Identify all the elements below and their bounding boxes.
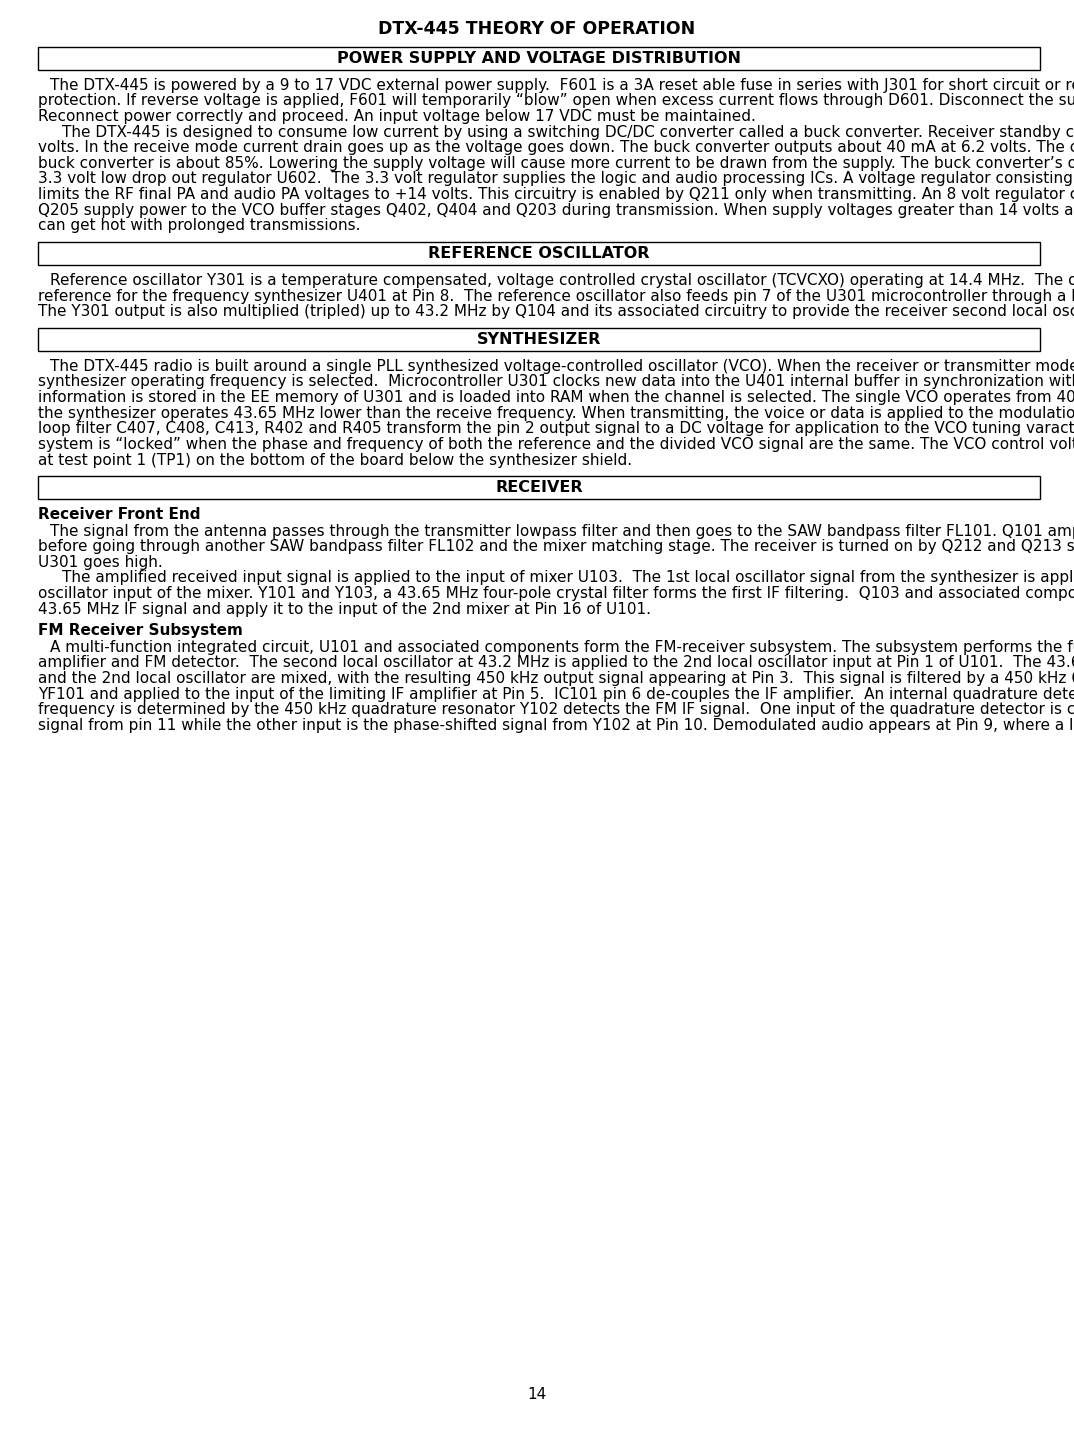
Text: Receiver Front End: Receiver Front End bbox=[38, 508, 201, 522]
Text: Reconnect power correctly and proceed. An input voltage below 17 VDC must be mai: Reconnect power correctly and proceed. A… bbox=[38, 109, 756, 124]
Text: U301 goes high.: U301 goes high. bbox=[38, 555, 163, 569]
Text: 43.65 MHz IF signal and apply it to the input of the 2nd mixer at Pin 16 of U101: 43.65 MHz IF signal and apply it to the … bbox=[38, 602, 651, 616]
Text: at test point 1 (TP1) on the bottom of the board below the synthesizer shield.: at test point 1 (TP1) on the bottom of t… bbox=[38, 452, 633, 468]
Text: amplifier and FM detector.  The second local oscillator at 43.2 MHz is applied t: amplifier and FM detector. The second lo… bbox=[38, 655, 1074, 671]
Text: YF101 and applied to the input of the limiting IF amplifier at Pin 5.  IC101 pin: YF101 and applied to the input of the li… bbox=[38, 686, 1074, 702]
Text: A multi-function integrated circuit, U101 and associated components form the FM-: A multi-function integrated circuit, U10… bbox=[50, 639, 1074, 655]
Bar bbox=[38, 47, 1040, 70]
Text: the synthesizer operates 43.65 MHz lower than the receive frequency. When transm: the synthesizer operates 43.65 MHz lower… bbox=[38, 406, 1074, 420]
Text: FM Receiver Subsystem: FM Receiver Subsystem bbox=[38, 623, 243, 638]
Text: RECEIVER: RECEIVER bbox=[495, 480, 583, 495]
Text: information is stored in the EE memory of U301 and is loaded into RAM when the c: information is stored in the EE memory o… bbox=[38, 390, 1074, 405]
Text: and the 2nd local oscillator are mixed, with the resulting 450 kHz output signal: and the 2nd local oscillator are mixed, … bbox=[38, 671, 1074, 686]
Text: The DTX-445 is designed to consume low current by using a switching DC/DC conver: The DTX-445 is designed to consume low c… bbox=[62, 124, 1074, 140]
Bar bbox=[38, 242, 1040, 265]
Text: synthesizer operating frequency is selected.  Microcontroller U301 clocks new da: synthesizer operating frequency is selec… bbox=[38, 375, 1074, 389]
Text: oscillator input of the mixer. Y101 and Y103, a 43.65 MHz four-pole crystal filt: oscillator input of the mixer. Y101 and … bbox=[38, 586, 1074, 601]
Text: can get hot with prolonged transmissions.: can get hot with prolonged transmissions… bbox=[38, 219, 361, 233]
Text: SYNTHESIZER: SYNTHESIZER bbox=[477, 332, 601, 347]
Text: buck converter is about 85%. Lowering the supply voltage will cause more current: buck converter is about 85%. Lowering th… bbox=[38, 156, 1074, 170]
Text: before going through another SAW bandpass filter FL102 and the mixer matching st: before going through another SAW bandpas… bbox=[38, 539, 1074, 555]
Text: system is “locked” when the phase and frequency of both the reference and the di: system is “locked” when the phase and fr… bbox=[38, 438, 1074, 452]
Text: volts. In the receive mode current drain goes up as the voltage goes down. The b: volts. In the receive mode current drain… bbox=[38, 140, 1074, 156]
Text: REFERENCE OSCILLATOR: REFERENCE OSCILLATOR bbox=[429, 246, 650, 260]
Text: The DTX-445 radio is built around a single PLL synthesized voltage-controlled os: The DTX-445 radio is built around a sing… bbox=[50, 359, 1074, 373]
Text: reference for the frequency synthesizer U401 at Pin 8.  The reference oscillator: reference for the frequency synthesizer … bbox=[38, 289, 1074, 303]
Text: 3.3 volt low drop out regulator U602.  The 3.3 volt regulator supplies the logic: 3.3 volt low drop out regulator U602. Th… bbox=[38, 172, 1074, 186]
Text: The Y301 output is also multiplied (tripled) up to 43.2 MHz by Q104 and its asso: The Y301 output is also multiplied (trip… bbox=[38, 305, 1074, 319]
Text: DTX-445 THEORY OF OPERATION: DTX-445 THEORY OF OPERATION bbox=[378, 20, 696, 39]
Text: protection. If reverse voltage is applied, F601 will temporarily “blow” open whe: protection. If reverse voltage is applie… bbox=[38, 93, 1074, 109]
Text: The DTX-445 is powered by a 9 to 17 VDC external power supply.  F601 is a 3A res: The DTX-445 is powered by a 9 to 17 VDC … bbox=[50, 77, 1074, 93]
Text: Reference oscillator Y301 is a temperature compensated, voltage controlled cryst: Reference oscillator Y301 is a temperatu… bbox=[50, 273, 1074, 287]
Text: frequency is determined by the 450 kHz quadrature resonator Y102 detects the FM : frequency is determined by the 450 kHz q… bbox=[38, 702, 1074, 718]
Text: limits the RF final PA and audio PA voltages to +14 volts. This circuitry is ena: limits the RF final PA and audio PA volt… bbox=[38, 187, 1074, 202]
Text: signal from pin 11 while the other input is the phase-shifted signal from Y102 a: signal from pin 11 while the other input… bbox=[38, 718, 1074, 732]
Text: The signal from the antenna passes through the transmitter lowpass filter and th: The signal from the antenna passes throu… bbox=[50, 523, 1074, 539]
Text: The amplified received input signal is applied to the input of mixer U103.  The : The amplified received input signal is a… bbox=[62, 571, 1074, 585]
Bar bbox=[38, 476, 1040, 499]
Text: 14: 14 bbox=[527, 1387, 547, 1401]
Text: Q205 supply power to the VCO buffer stages Q402, Q404 and Q203 during transmissi: Q205 supply power to the VCO buffer stag… bbox=[38, 203, 1074, 217]
Text: POWER SUPPLY AND VOLTAGE DISTRIBUTION: POWER SUPPLY AND VOLTAGE DISTRIBUTION bbox=[337, 50, 741, 66]
Text: loop filter C407, C408, C413, R402 and R405 transform the pin 2 output signal to: loop filter C407, C408, C413, R402 and R… bbox=[38, 422, 1074, 436]
Bar bbox=[38, 327, 1040, 350]
